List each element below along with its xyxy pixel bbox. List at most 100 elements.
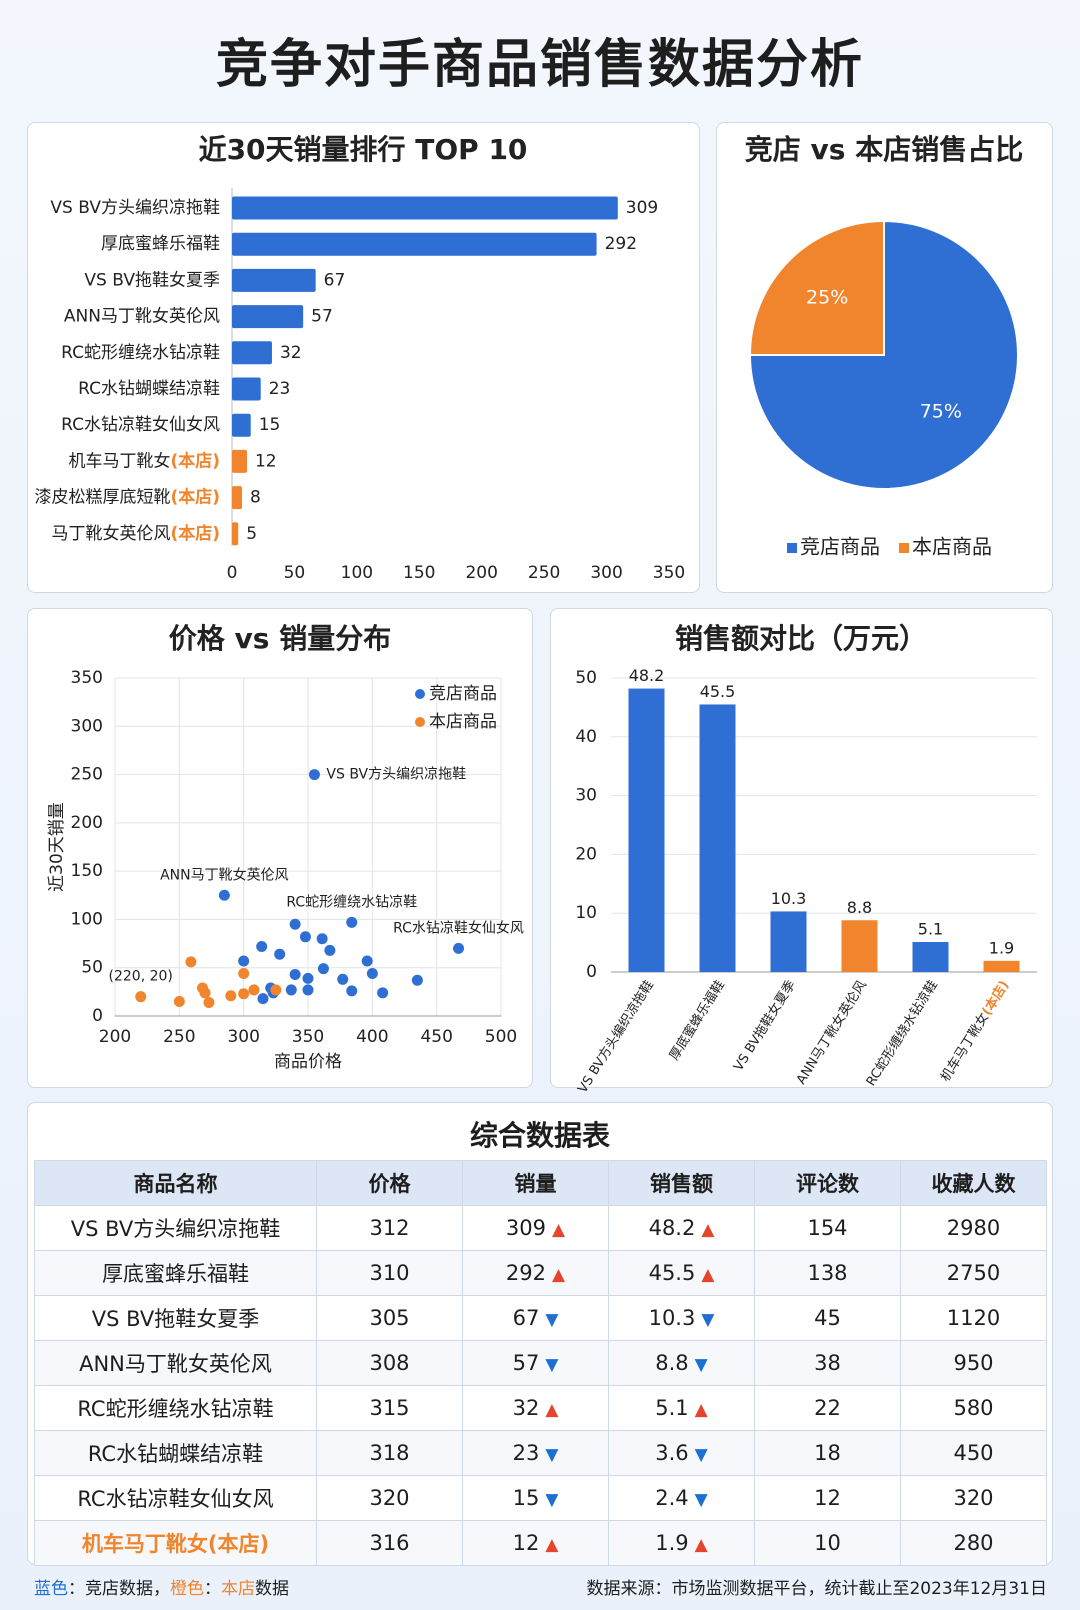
- bar: [232, 232, 597, 256]
- y-tick-label: 300: [71, 716, 103, 736]
- cell-value: 32: [512, 1396, 540, 1420]
- x-tick-label: 500: [485, 1027, 517, 1047]
- cell-value: 57: [512, 1351, 540, 1375]
- scatter-point: [199, 987, 211, 999]
- trend-arrow: ▼: [545, 1355, 559, 1375]
- cell-price: 320: [316, 1475, 463, 1521]
- value-label: 15: [259, 415, 281, 435]
- cell-revenue: 5.1 ▲: [608, 1385, 755, 1431]
- scatter-point: [225, 990, 237, 1002]
- cell-value: 45.5: [648, 1261, 696, 1285]
- data-table: 商品名称 价格 销量 销售额 评论数 收藏人数 VS BV方头编织凉拖鞋 312 309 ▲ 48…: [34, 1160, 1047, 1566]
- scatter-point: [346, 985, 358, 997]
- cell-favorites: 320: [900, 1475, 1047, 1521]
- x-tick-label: 300: [590, 563, 622, 583]
- x-tick-label: 机车马丁靴女(本店): [937, 977, 1012, 1084]
- legend-label: 竞店商品: [800, 535, 880, 559]
- cell-reviews: 138: [754, 1250, 901, 1296]
- table-row: 厚底蜜蜂乐福鞋 310 292 ▲ 45.5 ▲ 138 2750: [34, 1250, 1047, 1296]
- cell-value: 3.6: [655, 1441, 689, 1465]
- cell-revenue: 48.2 ▲: [608, 1205, 755, 1251]
- cell-value: 67: [512, 1306, 540, 1330]
- column-header: 价格: [316, 1160, 463, 1206]
- cell-name: 机车马丁靴女(本店): [34, 1520, 317, 1566]
- x-tick-label: 0: [227, 563, 238, 583]
- cell-price: 305: [316, 1295, 463, 1341]
- x-tick-label: 350: [653, 563, 685, 583]
- value-label: 23: [269, 379, 291, 399]
- cell-reviews: 38: [754, 1340, 901, 1386]
- bar: [628, 688, 665, 972]
- cell-favorites: 580: [900, 1385, 1047, 1431]
- y-tick-label: 200: [71, 813, 103, 833]
- x-tick-label: 200: [465, 563, 497, 583]
- cell-value: 309: [505, 1216, 546, 1240]
- scatter-point: [203, 996, 215, 1008]
- cell-sales: 12 ▲: [462, 1520, 609, 1566]
- bar: [912, 942, 949, 972]
- cell-reviews: 45: [754, 1295, 901, 1341]
- cell-sales: 15 ▼: [462, 1475, 609, 1521]
- footer-text: 蓝色: [34, 1579, 68, 1599]
- trend-arrow: ▲: [694, 1535, 708, 1555]
- y-tick-label: 漆皮松糕厚底短靴(本店): [34, 487, 220, 508]
- bar: [232, 377, 261, 401]
- table-row: RC蛇形缠绕水钻凉鞋 315 32 ▲ 5.1 ▲ 22 580: [34, 1385, 1047, 1431]
- cell-name: ANN马丁靴女英伦风: [34, 1340, 317, 1386]
- table-row: RC水钻凉鞋女仙女风 320 15 ▼ 2.4 ▼ 12 320: [34, 1475, 1047, 1521]
- scatter-point: [238, 988, 250, 1000]
- value-label: 5: [246, 524, 257, 544]
- cell-value: 2.4: [655, 1486, 689, 1510]
- cell-favorites: 1120: [900, 1295, 1047, 1341]
- trend-arrow: ▲: [545, 1400, 559, 1420]
- table-row: RC水钻蝴蝶结凉鞋 318 23 ▼ 3.6 ▼ 18 450: [34, 1430, 1047, 1476]
- trend-arrow: ▲: [701, 1265, 715, 1285]
- column-header: 收藏人数: [900, 1160, 1047, 1206]
- cell-name: RC水钻蝴蝶结凉鞋: [34, 1430, 317, 1476]
- scatter-point: [256, 940, 268, 952]
- value-label: 5.1: [918, 920, 943, 939]
- chart-title: 销售额对比（万元）: [675, 622, 927, 655]
- scatter-point: [285, 984, 297, 996]
- bar: [841, 920, 878, 972]
- trend-arrow: ▲: [694, 1400, 708, 1420]
- cell-name: 厚底蜜蜂乐福鞋: [34, 1250, 317, 1296]
- trend-arrow: ▲: [701, 1220, 715, 1240]
- scatter-point: [411, 974, 423, 986]
- value-label: 67: [324, 270, 346, 290]
- cell-value: 12: [512, 1531, 540, 1555]
- cell-revenue: 2.4 ▼: [608, 1475, 755, 1521]
- trend-arrow: ▼: [545, 1445, 559, 1465]
- y-tick-label: 30: [575, 786, 597, 806]
- scatter-point: [270, 984, 282, 996]
- cell-value: 48.2: [648, 1216, 696, 1240]
- x-tick-label: 450: [420, 1027, 452, 1047]
- cell-reviews: 22: [754, 1385, 901, 1431]
- scatter-point: [299, 931, 311, 943]
- legend-swatch: [787, 543, 797, 553]
- table-row: 机车马丁靴女(本店) 316 12 ▲ 1.9 ▲ 10 280: [34, 1520, 1047, 1566]
- footer-note: 蓝色：竞店数据，橙色：本店数据: [34, 1574, 289, 1599]
- scatter-point: [337, 973, 349, 985]
- y-tick-label: 0: [92, 1006, 103, 1026]
- panel: [27, 608, 533, 1088]
- bar: [232, 341, 272, 365]
- footer-text: 本店: [221, 1579, 255, 1599]
- cell-sales: 309 ▲: [462, 1205, 609, 1251]
- scatter-point: [218, 889, 230, 901]
- cell-reviews: 18: [754, 1430, 901, 1476]
- y-tick-label: 150: [71, 861, 103, 881]
- cell-favorites: 450: [900, 1430, 1047, 1476]
- cell-value: 10.3: [648, 1306, 696, 1330]
- x-tick-label: ANN马丁靴女英伦风: [793, 977, 870, 1087]
- cell-name: RC蛇形缠绕水钻凉鞋: [34, 1385, 317, 1431]
- x-tick-label: 100: [341, 563, 373, 583]
- scatter-point: [302, 972, 314, 984]
- y-tick-label: 厚底蜜蜂乐福鞋: [101, 234, 220, 254]
- cell-value: 292: [505, 1261, 546, 1285]
- cell-sales: 67 ▼: [462, 1295, 609, 1341]
- table-row: VS BV方头编织凉拖鞋 312 309 ▲ 48.2 ▲ 154 2980: [34, 1205, 1047, 1251]
- scatter-point: [238, 968, 250, 980]
- trend-arrow: ▼: [545, 1310, 559, 1330]
